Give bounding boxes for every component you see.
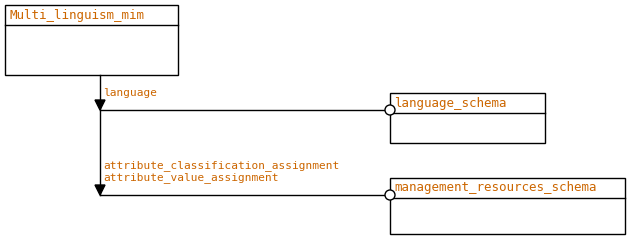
Text: language_schema: language_schema (394, 96, 506, 109)
Text: management_resources_schema: management_resources_schema (394, 181, 596, 194)
Text: attribute_value_assignment: attribute_value_assignment (103, 172, 279, 183)
Bar (390, 178, 625, 234)
Circle shape (385, 105, 395, 115)
Polygon shape (95, 185, 105, 195)
Text: language: language (103, 88, 157, 98)
Bar (5, 5, 178, 75)
Bar (390, 93, 545, 143)
Text: Multi_linguism_mim: Multi_linguism_mim (9, 8, 144, 21)
Text: attribute_classification_assignment: attribute_classification_assignment (103, 160, 339, 171)
Polygon shape (95, 100, 105, 110)
Circle shape (385, 190, 395, 200)
